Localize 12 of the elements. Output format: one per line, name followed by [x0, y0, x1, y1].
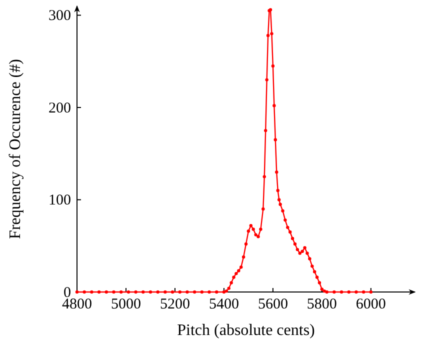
x-tick-label: 5000	[110, 296, 141, 313]
x-tick-label: 5600	[258, 296, 288, 313]
x-tick-label: 4800	[62, 296, 92, 313]
y-tick-label: 300	[48, 8, 71, 24]
x-tick-label: 5400	[208, 296, 239, 313]
y-tick-label: 100	[48, 192, 71, 209]
x-tick-label: 5200	[160, 296, 190, 313]
y-tick-label: 200	[48, 100, 71, 116]
x-tick-label: 6000	[356, 296, 386, 313]
x-tick-label: 5800	[306, 296, 337, 313]
x-axis-title: Pitch (absolute cents)	[177, 322, 315, 339]
y-axis-title: Frequency of Occurence (#)	[7, 59, 24, 239]
